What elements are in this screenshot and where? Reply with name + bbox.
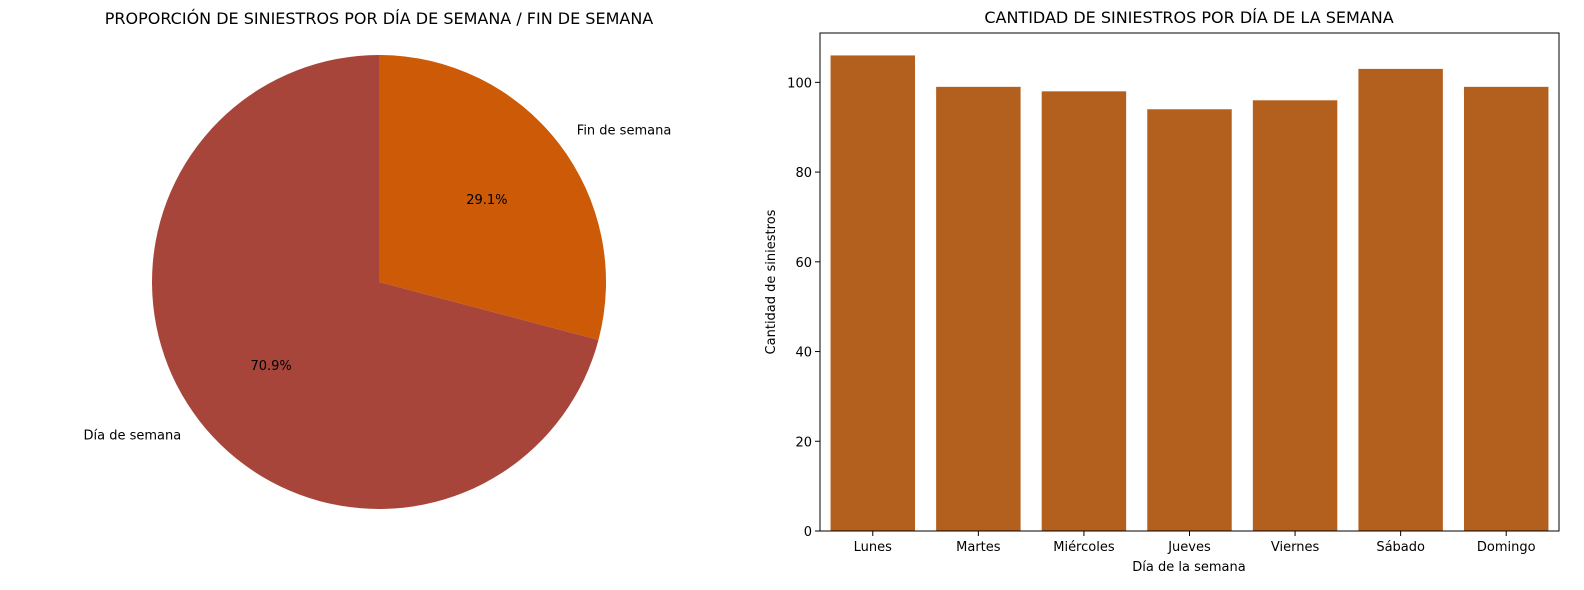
bar (1358, 68, 1443, 531)
y-tick-label: 40 (795, 346, 812, 361)
bar (1041, 91, 1127, 531)
bar (936, 86, 1021, 532)
y-tick-label: 80 (795, 166, 812, 181)
bar (830, 55, 916, 531)
pie-percent-label: 70.9% (250, 359, 291, 374)
x-tick-label: Domingo (1477, 540, 1536, 555)
bar-title: CANTIDAD DE SINIESTROS POR DÍA DE LA SEM… (984, 8, 1393, 27)
bar (1252, 100, 1338, 531)
pie-slice (152, 55, 599, 510)
y-tick-label: 60 (795, 256, 812, 271)
x-tick-label: Jueves (1167, 540, 1211, 555)
bar (1463, 86, 1549, 532)
pie-title: PROPORCIÓN DE SINIESTROS POR DÍA DE SEMA… (105, 9, 654, 28)
x-axis-label: Día de la semana (1132, 560, 1245, 575)
pie-category-label: Fin de semana (577, 124, 672, 139)
pie-slice (379, 55, 606, 340)
bar-chart: CANTIDAD DE SINIESTROS POR DÍA DE LA SEM… (764, 8, 1560, 575)
x-tick-label: Miércoles (1053, 540, 1115, 555)
y-tick-label: 20 (795, 435, 812, 450)
x-tick-label: Lunes (854, 540, 892, 555)
y-axis-label: Cantidad de siniestros (764, 209, 779, 354)
x-tick-label: Viernes (1271, 540, 1320, 555)
plot-frame (819, 32, 1560, 532)
y-tick-label: 100 (787, 76, 812, 91)
pie-percent-label: 29.1% (466, 193, 507, 208)
pie-category-label: Día de semana (83, 428, 181, 443)
y-tick-label: 0 (804, 525, 812, 540)
bar (1147, 109, 1232, 532)
x-tick-label: Sábado (1376, 540, 1425, 555)
x-tick-label: Martes (956, 540, 1001, 555)
pie-chart: PROPORCIÓN DE SINIESTROS POR DÍA DE SEMA… (83, 9, 672, 510)
